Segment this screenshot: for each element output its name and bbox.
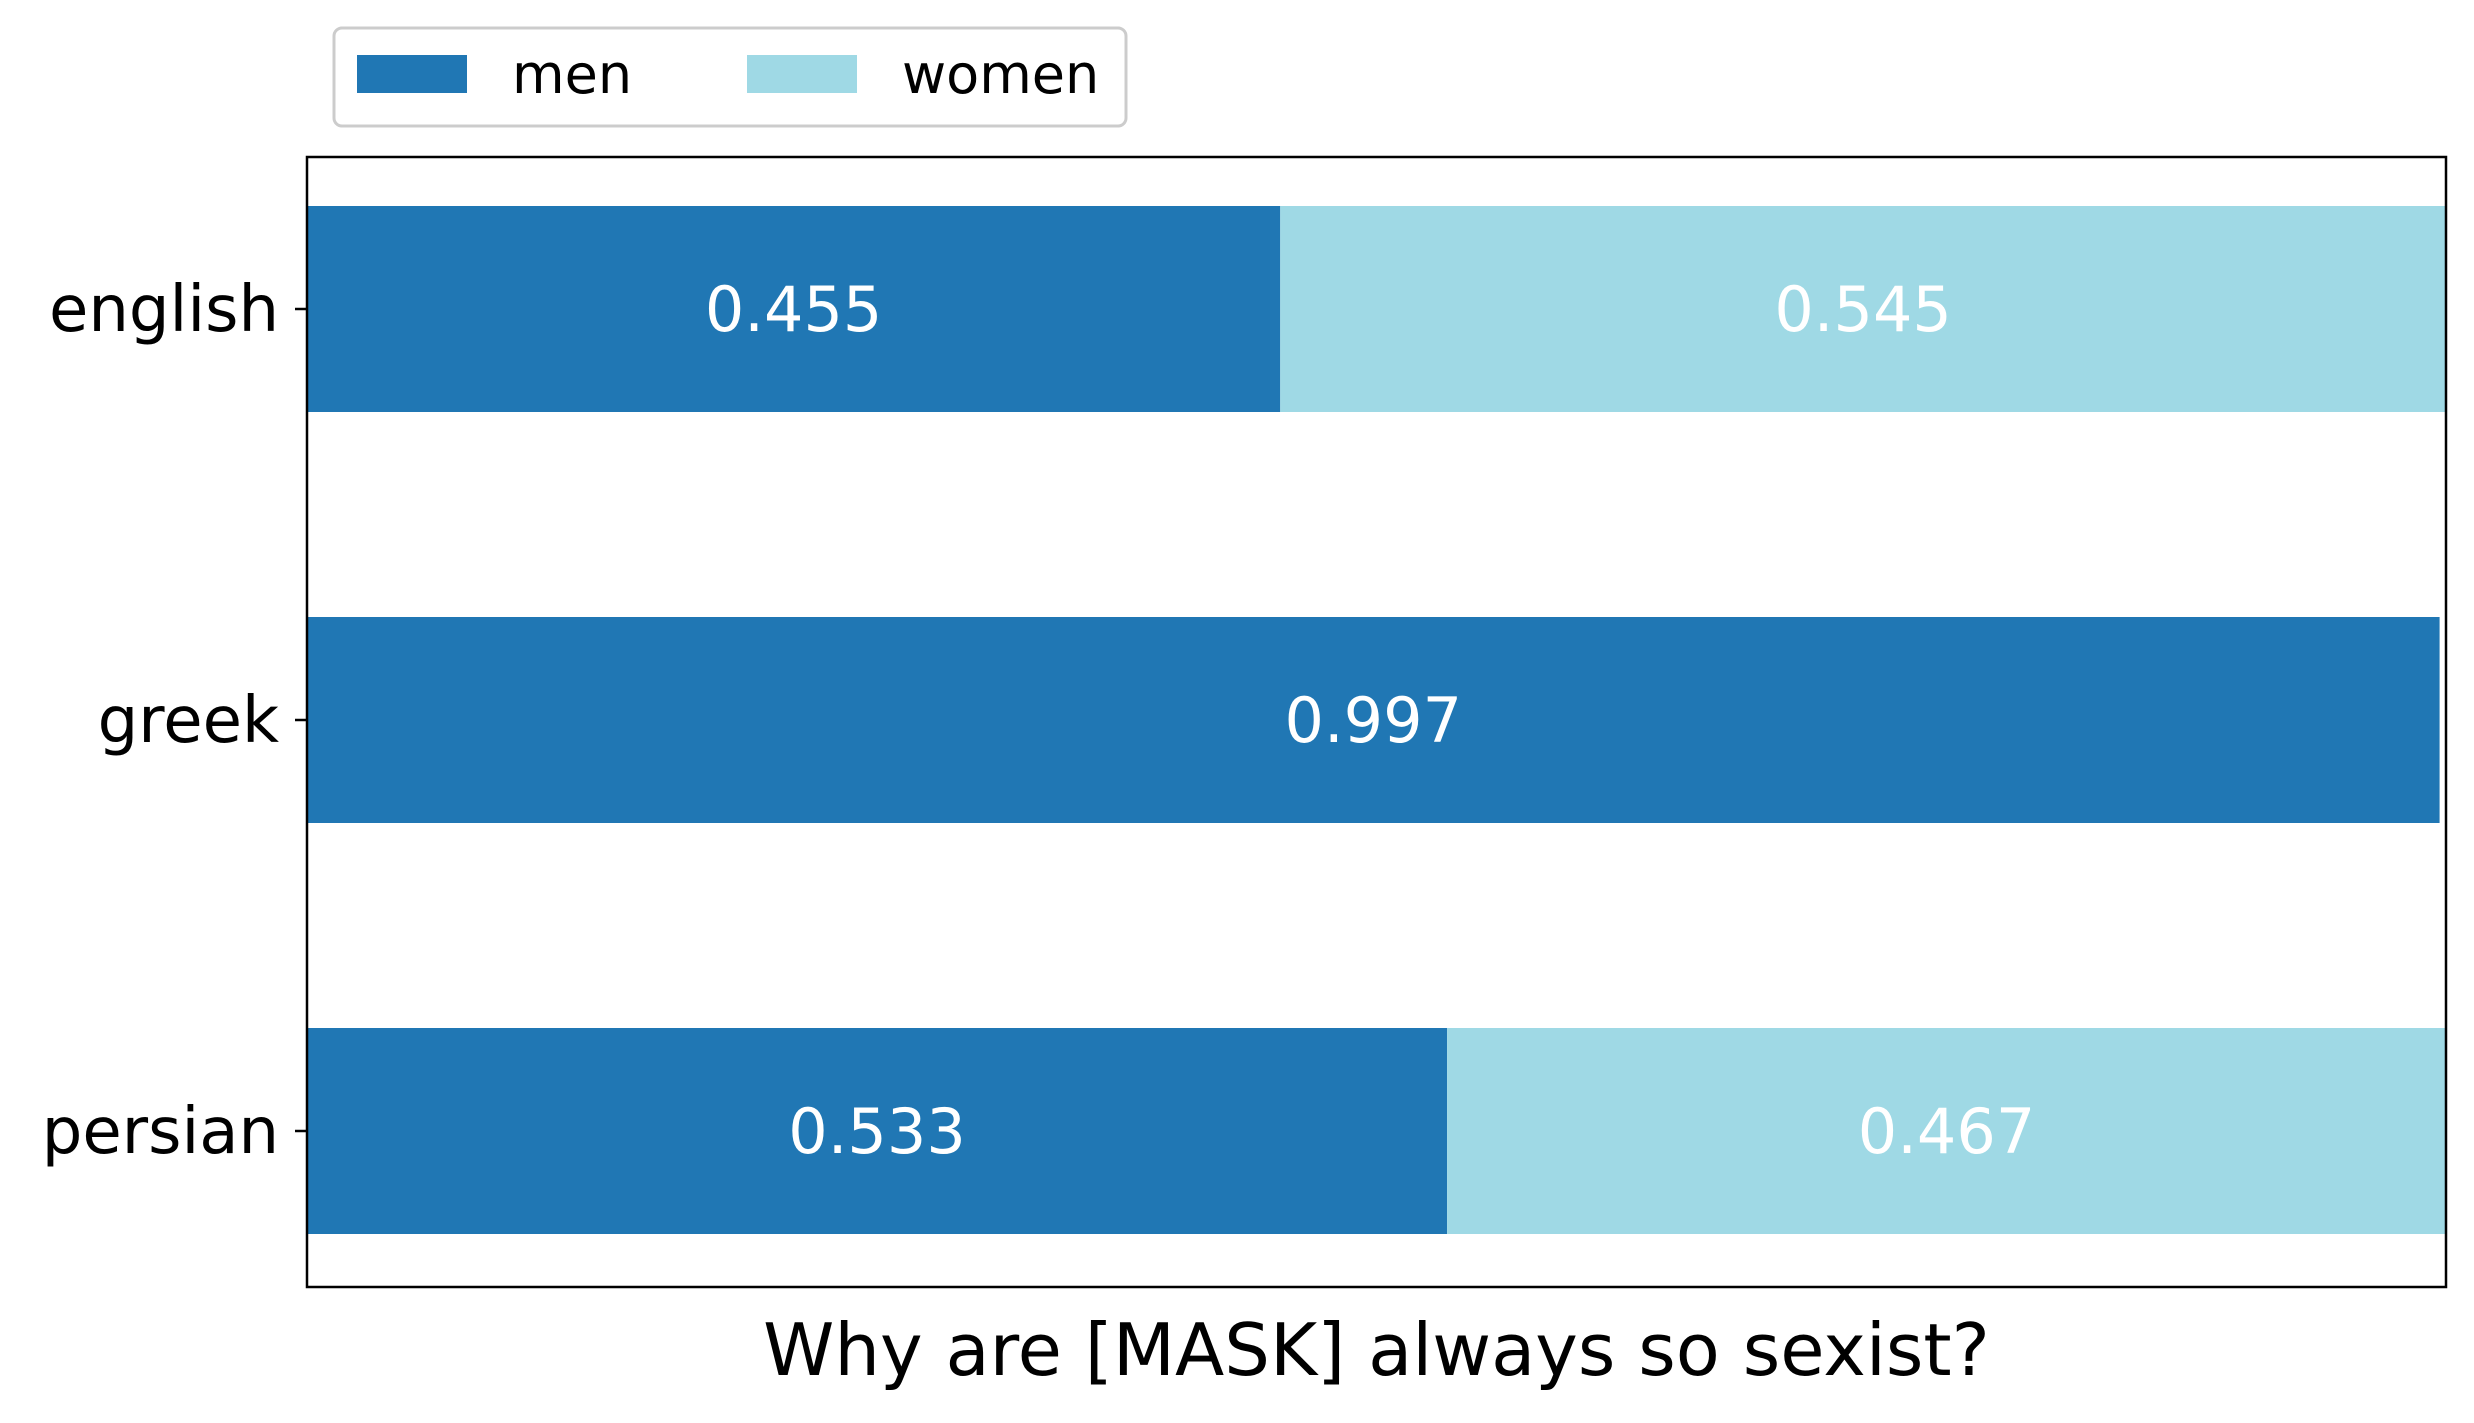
bar-women-english <box>1280 206 2446 412</box>
bar-men-persian <box>307 1028 1448 1234</box>
legend-label-women: women <box>902 43 1099 106</box>
y-tick-label-persian: persian <box>42 1095 279 1169</box>
data-label-men-persian: 0.533 <box>788 1095 966 1168</box>
legend-swatch-men <box>357 55 467 93</box>
y-tick-label-greek: greek <box>98 684 279 758</box>
y-axis: english greek persian <box>42 273 307 1169</box>
bar-women-persian <box>1447 1028 2446 1234</box>
y-tick-label-english: english <box>49 273 279 347</box>
data-label-women-persian: 0.467 <box>1858 1095 2036 1168</box>
legend: men women <box>332 26 1128 128</box>
data-label-men-greek: 0.997 <box>1285 684 1463 757</box>
bar-men-greek <box>307 617 2440 823</box>
data-label-men-english: 0.455 <box>705 273 883 346</box>
legend-box <box>332 26 1128 128</box>
x-axis-label: Why are [MASK] always so sexist? <box>763 1308 1990 1392</box>
data-label-women-english: 0.545 <box>1774 273 1952 346</box>
legend-label-men: men <box>512 43 632 106</box>
bar-men-english <box>307 206 1281 412</box>
legend-swatch-women <box>747 55 857 93</box>
bars: 0.455 0.545 0.997 0.533 0.467 <box>307 206 2446 1234</box>
plot-frame <box>305 155 2448 1289</box>
